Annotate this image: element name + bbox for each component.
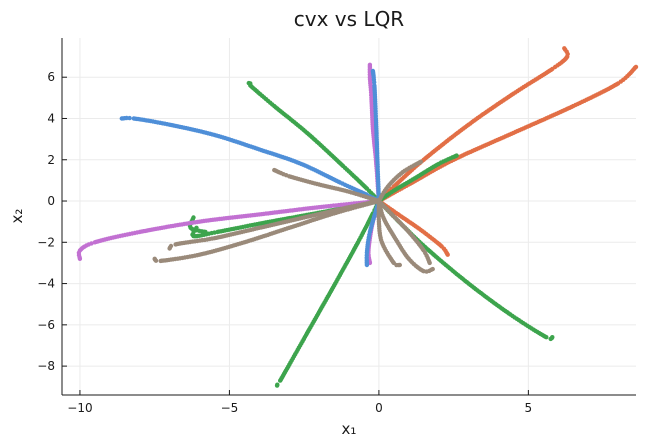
y-tick-label: 2	[47, 153, 55, 167]
trajectory-series	[370, 68, 382, 204]
data-series	[76, 46, 639, 388]
x-tick-label: 0	[375, 401, 383, 415]
trajectory-point	[127, 115, 132, 121]
trajectory-point	[153, 258, 159, 263]
trajectory-point	[89, 241, 94, 246]
y-tick-label: −6	[37, 318, 55, 332]
trajectory-point	[203, 229, 208, 235]
trajectory-point	[548, 336, 553, 342]
trajectory-series	[376, 198, 432, 266]
trajectory-point	[168, 243, 174, 249]
trajectory-series	[246, 80, 382, 204]
x-tick-label: −5	[221, 401, 239, 415]
tick-labels: −10 −5 0 5 −8 −6 −4 −2 0 2 4 6	[37, 70, 532, 415]
trajectory-series	[167, 198, 382, 251]
x-tick-label: −10	[67, 401, 92, 415]
trajectory-series	[376, 64, 639, 204]
trajectory-point	[372, 80, 377, 85]
trajectory-series	[119, 115, 382, 204]
x-tick-label: 5	[525, 401, 533, 415]
y-tick-label: 4	[47, 111, 55, 125]
trajectory-series	[274, 198, 382, 388]
x-axis-label: x₁	[342, 420, 357, 438]
chart-title: cvx vs LQR	[294, 7, 405, 31]
trajectory-point	[376, 198, 382, 204]
y-tick-label: −8	[37, 359, 55, 373]
trajectory-series	[376, 153, 459, 204]
y-tick-label: 6	[47, 70, 55, 84]
trajectory-series	[272, 167, 382, 204]
y-tick-label: 0	[47, 194, 55, 208]
axes	[61, 38, 636, 396]
trajectory-series	[376, 46, 570, 204]
y-tick-label: −4	[37, 277, 55, 291]
grid-lines	[62, 38, 636, 395]
y-axis-label: x₂	[8, 209, 26, 224]
trajectory-point	[274, 383, 280, 388]
y-tick-label: −2	[37, 235, 55, 249]
